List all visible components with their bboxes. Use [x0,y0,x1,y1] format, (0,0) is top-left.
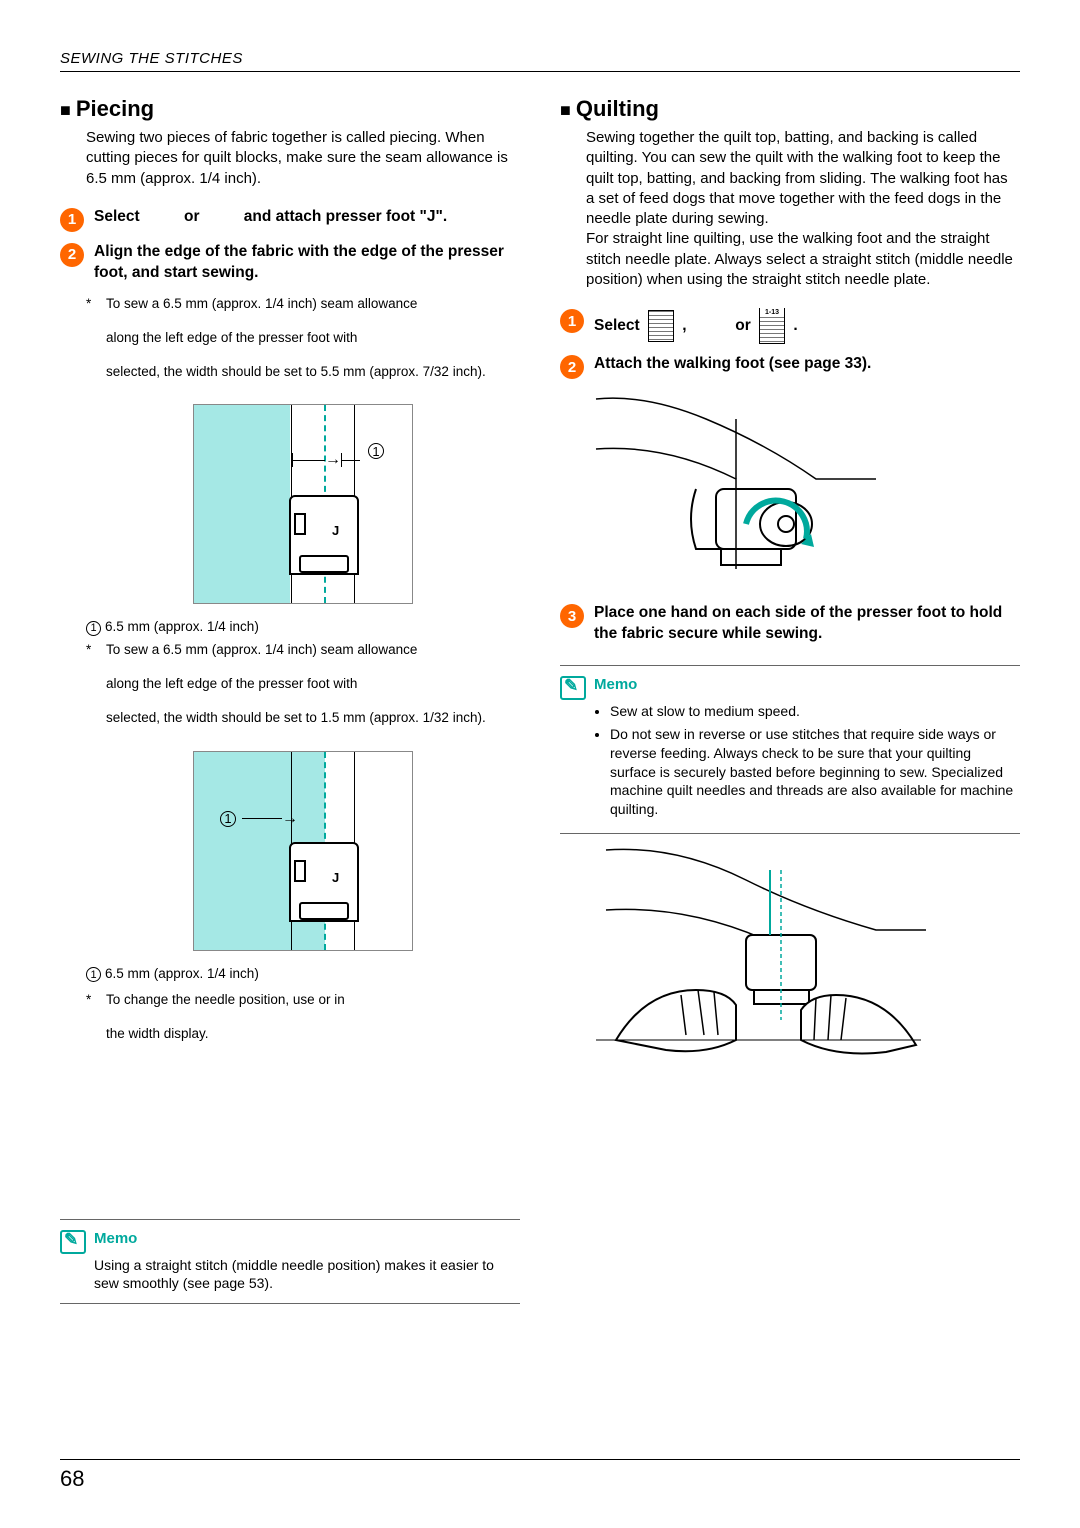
step-badge-2: 2 [560,355,584,379]
stitch-icon [648,310,674,342]
step-badge-3: 3 [560,604,584,628]
page-header: SEWING THE STITCHES [60,50,1020,72]
step-2-text: Align the edge of the fabric with the ed… [94,242,520,284]
piecing-title: Piecing [60,96,520,122]
note-2: * To sew a 6.5 mm (approx. 1/4 inch) sea… [86,640,520,743]
page-number: 68 [60,1459,1020,1492]
note-3: * To change the needle position, use or … [86,990,520,1059]
stitch-icon: 1-13 [759,308,785,344]
step-badge-1: 1 [560,309,584,333]
memo-body: Using a straight stitch (middle needle p… [94,1256,520,1294]
memo-title: Memo [594,676,637,693]
right-column: Quilting Sewing together the quilt top, … [560,96,1020,1304]
piecing-intro: Sewing two pieces of fabric together is … [86,128,520,189]
figure-2-caption: 16.5 mm (approx. 1/4 inch) [86,966,520,983]
step-badge-1: 1 [60,208,84,232]
two-column-layout: Piecing Sewing two pieces of fabric toge… [60,96,1020,1304]
memo-body: Sew at slow to medium speed. Do not sew … [594,702,1020,819]
piecing-memo: Memo Using a straight stitch (middle nee… [60,1219,520,1305]
presser-foot-diagram-2: J 1 → [193,751,413,951]
memo-title: Memo [94,1230,137,1247]
memo-list: Sew at slow to medium speed. Do not sew … [594,702,1020,819]
left-column: Piecing Sewing two pieces of fabric toge… [60,96,520,1304]
presser-foot-diagram-1: J → 1 [193,404,413,604]
figure-1: J → 1 [86,404,520,609]
figure-2: J 1 → [86,751,520,956]
memo-item: Do not sew in reverse or use stitches th… [610,725,1020,819]
quilting-step-2: 2 Attach the walking foot (see page 33). [560,354,1020,379]
memo-icon [560,676,586,700]
hands-sewing-diagram [586,840,926,1060]
quilting-memo: Memo Sew at slow to medium speed. Do not… [560,665,1020,834]
note-1: * To sew a 6.5 mm (approx. 1/4 inch) sea… [86,294,520,397]
memo-item: Sew at slow to medium speed. [610,702,1020,721]
quilting-step-1: 1 Select , or 1-13 . [560,308,1020,344]
step-3-text: Place one hand on each side of the press… [594,603,1020,645]
piecing-step-1: 1 Select or and attach presser foot "J". [60,207,520,232]
step-badge-2: 2 [60,243,84,267]
figure-1-caption: 16.5 mm (approx. 1/4 inch) [86,619,520,636]
step-1-text: Select , or 1-13 . [594,308,1020,344]
memo-icon [60,1230,86,1254]
step-2-text: Attach the walking foot (see page 33). [594,354,1020,379]
walking-foot-diagram [586,389,886,589]
piecing-step-2: 2 Align the edge of the fabric with the … [60,242,520,284]
callout-1-icon: 1 [368,443,384,459]
quilting-intro: Sewing together the quilt top, batting, … [586,128,1020,290]
step-1-text: Select or and attach presser foot "J". [94,207,520,232]
quilting-step-3: 3 Place one hand on each side of the pre… [560,603,1020,645]
quilting-title: Quilting [560,96,1020,122]
